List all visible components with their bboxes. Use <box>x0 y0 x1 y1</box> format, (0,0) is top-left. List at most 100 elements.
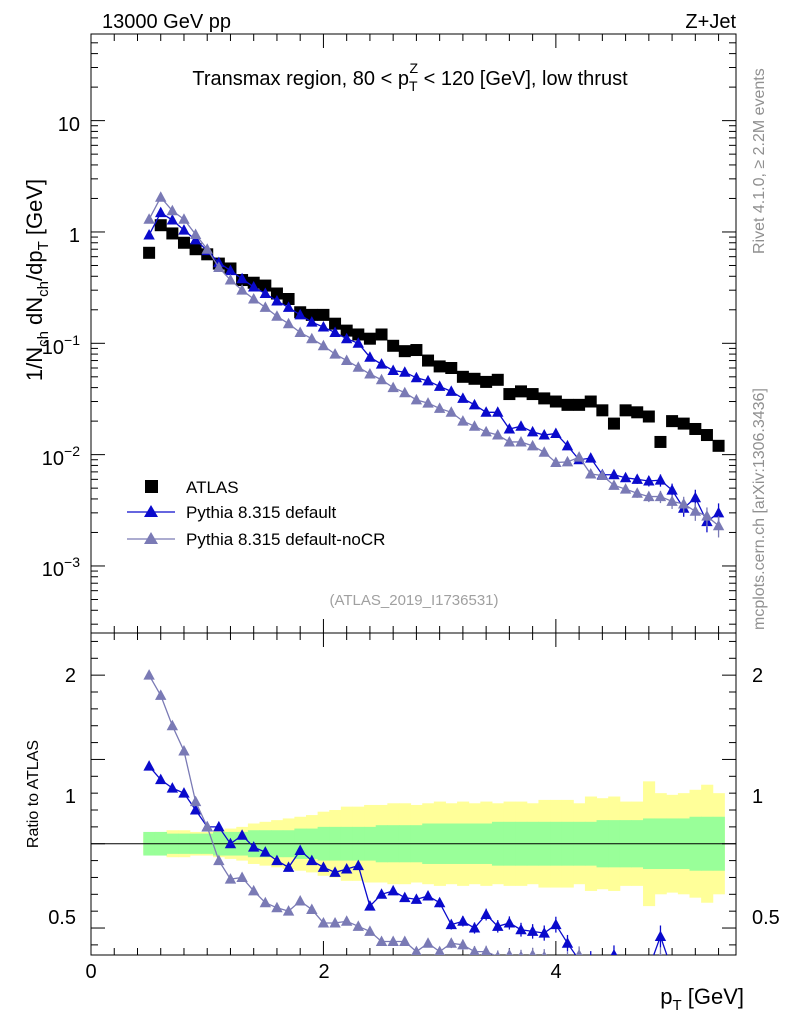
mc-series-marker <box>306 316 318 327</box>
ratio-series-marker <box>469 945 480 955</box>
ratio-axis-ticks <box>91 640 736 946</box>
atlas-data-point <box>549 395 562 408</box>
ratio-series-marker <box>155 773 167 785</box>
ratio-series-marker <box>189 795 202 807</box>
atlas-data-point <box>677 417 690 430</box>
main-axis-ticks <box>91 33 736 625</box>
ratio-series-marker <box>340 915 353 926</box>
ratio-series-marker <box>352 859 364 871</box>
ratio-series-marker <box>529 949 536 955</box>
ratio-series-marker <box>306 903 318 914</box>
y-tick-label-10: 10 <box>58 114 80 136</box>
mc-series-marker <box>619 483 632 494</box>
mc-series-marker <box>364 351 376 362</box>
ratio-series-marker <box>457 915 469 926</box>
mc-series-marker <box>678 498 690 509</box>
mc-series-marker <box>596 469 609 480</box>
mc-series-marker <box>619 471 632 483</box>
ratio-tick-label-0.5-left: 0.5 <box>48 907 76 929</box>
mc-series-marker <box>526 425 539 437</box>
mc-series-marker <box>643 490 655 502</box>
mc-series-marker <box>317 339 330 351</box>
ratio-series-marker <box>550 918 562 930</box>
mc-series-marker <box>399 366 411 377</box>
atlas-data-point <box>317 308 330 321</box>
mc-series-marker <box>387 364 399 375</box>
chart-title-sub: T <box>409 78 418 94</box>
atlas-data-point <box>468 372 481 385</box>
atlas-data-point <box>584 395 597 408</box>
mc-series-marker <box>433 380 446 391</box>
mc-series-marker <box>573 451 585 462</box>
mc-series-marker <box>666 495 678 506</box>
ratio-series-marker <box>317 861 330 872</box>
ratio-series-marker <box>422 937 434 948</box>
chart-title-suffix: < 120 [GeV], low thrust <box>418 68 628 90</box>
ratio-series-marker <box>224 837 237 849</box>
atlas-data-point <box>387 339 400 352</box>
mc-series-marker <box>248 281 260 292</box>
mc-series-marker <box>317 321 330 332</box>
ratio-series-marker <box>495 950 501 955</box>
ratio-series-marker <box>329 916 341 928</box>
x-tick-label-2: 2 <box>318 961 329 983</box>
atlas-data-point <box>445 362 458 375</box>
mc-series-marker <box>410 393 423 405</box>
mc-series-marker <box>445 406 457 417</box>
atlas-data-point <box>305 308 318 321</box>
atlas-data-point <box>177 236 190 249</box>
chart-title-prefix: Transmax region, 80 < p <box>192 68 409 90</box>
ratio-series-marker <box>364 925 376 936</box>
mc-series-marker <box>701 510 713 521</box>
atlas-data-point <box>282 292 295 305</box>
ratio-series-marker <box>445 918 457 930</box>
atlas-data-point <box>573 398 586 411</box>
ratio-series-marker <box>659 952 662 955</box>
mc-series-marker <box>178 213 190 224</box>
ratio-series-marker <box>224 873 237 884</box>
ratio-series-marker <box>259 846 272 857</box>
ratio-series-marker <box>213 854 225 866</box>
x-tick-label-0: 0 <box>85 961 96 983</box>
mc-series-marker <box>189 228 202 239</box>
atlas-data-point <box>480 375 493 388</box>
mc-series-marker <box>422 374 434 386</box>
mc-series-marker <box>538 446 550 457</box>
atlas-data-point <box>422 354 435 367</box>
atlas-data-point <box>166 227 179 240</box>
mc-series-marker <box>643 474 655 486</box>
ratio-series-marker <box>590 954 592 955</box>
atlas-data-point <box>154 219 167 232</box>
ratio-series-group <box>143 669 668 955</box>
mc-series-marker <box>306 332 318 344</box>
atlas-data-point <box>259 279 272 292</box>
legend-label-default: Pythia 8.315 default <box>186 503 337 522</box>
mc-series-marker <box>631 473 643 484</box>
mc-series-marker <box>166 214 179 225</box>
atlas-data-point <box>561 398 574 411</box>
legend-marker-default <box>144 505 158 517</box>
mc-series-marker <box>259 287 272 299</box>
ratio-series-marker <box>387 884 399 896</box>
mc-series-marker <box>480 406 492 417</box>
ratio-series-marker <box>317 916 330 928</box>
mc-series-marker <box>375 373 388 385</box>
ratio-series-marker <box>201 820 213 832</box>
mc-series-marker <box>468 398 481 410</box>
mc-series-marker <box>585 452 597 463</box>
legend-label-atlas: ATLAS <box>186 478 239 497</box>
mc-series-marker <box>561 439 574 451</box>
ratio-series-marker <box>561 937 574 948</box>
ratio-series-marker <box>329 866 341 877</box>
ratio-series-marker <box>503 916 516 928</box>
atlas-data-point <box>666 415 679 428</box>
ratio-series-marker <box>515 923 527 935</box>
ratio-series-marker <box>213 820 225 832</box>
atlas-data-point <box>363 332 376 345</box>
ratio-tick-label-1-left: 1 <box>65 786 76 808</box>
mc-series-marker <box>526 439 539 451</box>
mc-series-marker <box>340 332 353 344</box>
mc-series-marker <box>178 224 190 235</box>
mc-series-marker <box>143 213 155 224</box>
mc-series-marker <box>259 301 272 312</box>
